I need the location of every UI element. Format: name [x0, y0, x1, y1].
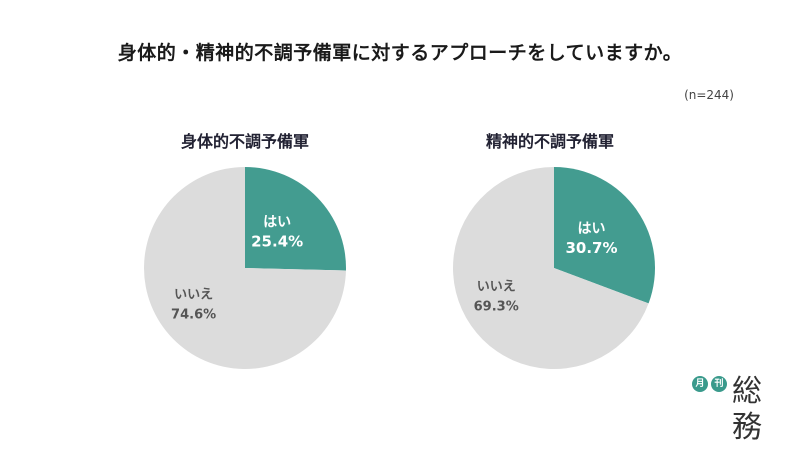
slice-label-mental-yes: はい	[577, 221, 605, 237]
pie-slice-physical-yes	[245, 167, 346, 271]
chart-title-physical: 身体的不調予備軍	[180, 132, 309, 151]
gekkan-soumu-logo: 月 刊 総務	[688, 372, 788, 445]
slice-value-physical-yes: 25.4%	[251, 233, 303, 251]
slice-label-physical-no: いいえ	[174, 287, 213, 302]
page-title: 身体的・精神的不調予備軍に対するアプローチをしていますか。	[117, 42, 683, 64]
chart-title-mental: 精神的不調予備軍	[485, 132, 614, 151]
sample-size: (n=244)	[684, 88, 734, 102]
slice-value-mental-no: 69.3%	[474, 300, 519, 315]
slice-value-physical-no: 74.6%	[171, 307, 216, 322]
logo-badge-month: 月	[692, 376, 708, 392]
slice-value-mental-yes: 30.7%	[565, 239, 617, 257]
slice-label-mental-no: いいえ	[477, 280, 516, 295]
pie-slice-physical-no	[143, 167, 346, 369]
logo-wordmark: 総務	[732, 374, 762, 445]
logo-badge-publication: 刊	[711, 376, 727, 392]
pie-slice-mental-yes	[554, 167, 656, 304]
pie-chart-physical: はい 25.4% いいえ 74.6%	[143, 167, 346, 369]
pie-slice-mental-no	[452, 167, 649, 369]
slice-label-physical-yes: はい	[263, 215, 291, 231]
pie-chart-mental: はい 30.7% いいえ 69.3%	[452, 167, 656, 369]
